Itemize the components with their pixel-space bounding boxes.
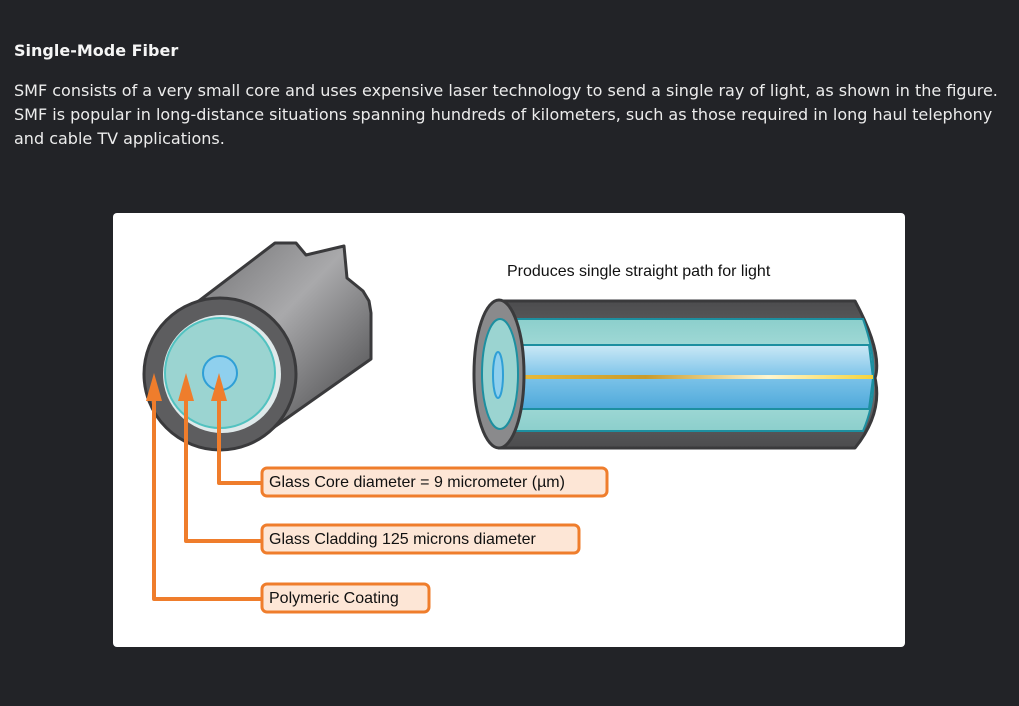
coating-callout-line (152, 389, 263, 601)
cladding-callout-line (184, 389, 263, 543)
callout-label-cladding: Glass Cladding 125 microns diameter (260, 523, 581, 555)
cladding-arrowhead (178, 373, 194, 401)
callout-arrows (152, 389, 263, 601)
single-mode-fiber-figure: Produces single straight path for light … (113, 213, 905, 647)
fiber-longitudinal-view (472, 298, 879, 450)
callout-arrowheads (146, 373, 227, 401)
callout-label-core: Glass Core diameter = 9 micrometer (µm) (260, 466, 609, 498)
tube-end-core (492, 351, 504, 399)
coating-label-text: Polymeric Coating (269, 590, 399, 607)
light-ray (523, 375, 873, 379)
core-arrowhead (211, 373, 227, 401)
fiber-cross-section (142, 241, 373, 452)
callout-label-coating: Polymeric Coating (260, 582, 431, 614)
coating-arrowhead (146, 373, 162, 401)
section-body-text: SMF consists of a very small core and us… (14, 81, 998, 148)
cladding-label-text: Glass Cladding 125 microns diameter (269, 531, 536, 548)
core-callout-line (217, 389, 263, 485)
section-title: Single-Mode Fiber (14, 41, 179, 60)
figure-caption: Produces single straight path for light (507, 263, 771, 280)
core-label-text: Glass Core diameter = 9 micrometer (µm) (269, 474, 565, 491)
fiber-diagram: Produces single straight path for light … (142, 241, 879, 614)
